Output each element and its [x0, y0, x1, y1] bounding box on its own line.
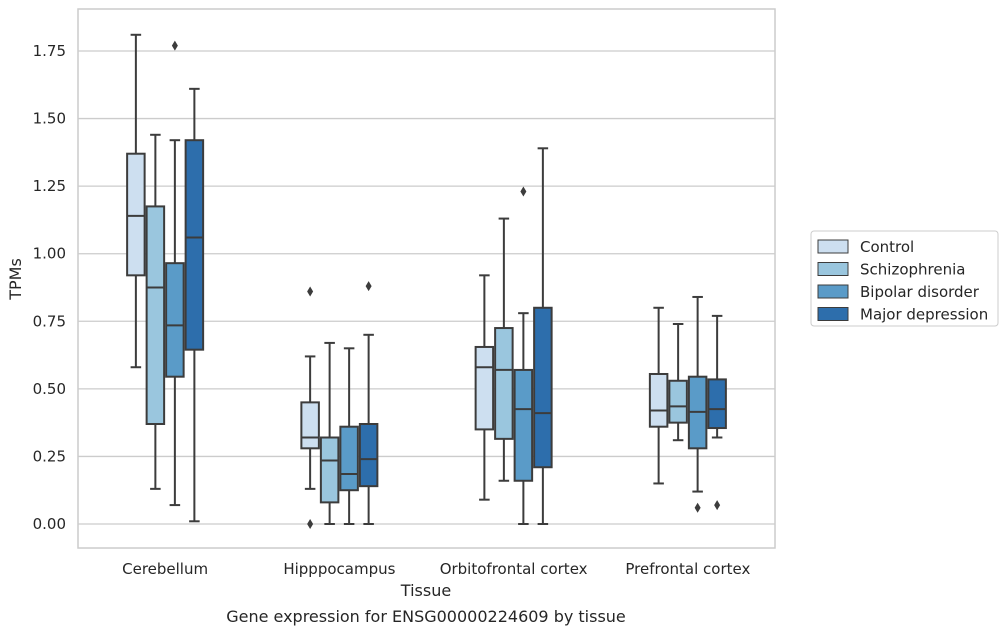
y-tick-label: 0.00 [33, 515, 66, 533]
box-iqr [648, 372, 669, 428]
box-major-depression [533, 147, 553, 525]
y-tick-label: 1.25 [33, 177, 66, 195]
box-iqr [474, 345, 495, 431]
legend-label: Major depression [860, 306, 988, 324]
box-major-depression [358, 281, 379, 525]
box-iqr [339, 425, 359, 492]
box-control [126, 33, 146, 369]
box-iqr [668, 379, 688, 424]
y-tick-label: 1.00 [33, 245, 66, 263]
y-tick-label: 0.25 [33, 447, 66, 465]
box-plots [126, 33, 727, 529]
box-iqr [707, 378, 727, 430]
box-control [300, 286, 320, 529]
box-iqr [165, 262, 185, 378]
box-schizophrenia [319, 341, 340, 525]
box-bipolar-disorder [339, 347, 359, 525]
legend: Control Schizophrenia Bipolar disorder Majo… [810, 230, 999, 327]
outlier-point [694, 502, 701, 513]
legend-label: Bipolar disorder [860, 283, 980, 301]
box-bipolar-disorder [687, 295, 708, 513]
box-control [648, 306, 669, 485]
outlier-point [171, 40, 178, 51]
y-tick-label: 0.50 [33, 380, 66, 398]
box-iqr [300, 401, 320, 450]
outlier-point [307, 519, 314, 529]
x-axis-label: Tissue [400, 581, 451, 600]
box-iqr [533, 306, 553, 469]
box-schizophrenia [145, 133, 166, 490]
box-bipolar-disorder [513, 186, 534, 525]
legend-frame [810, 230, 999, 327]
x-tick-label: Cerebellum [122, 560, 208, 578]
y-tick-labels: 0.00 0.25 0.50 0.75 1.00 1.25 1.50 1.75 [33, 42, 66, 533]
box-iqr [513, 368, 534, 482]
box-iqr [358, 422, 379, 488]
figure-caption: Gene expression for ENSG00000224609 by t… [226, 607, 626, 626]
outlier-point [365, 281, 372, 292]
outlier-point [307, 286, 314, 297]
legend-label: Schizophrenia [860, 261, 965, 279]
box-control [474, 274, 495, 501]
legend-swatch [817, 284, 849, 299]
box-iqr [494, 327, 514, 440]
box-schizophrenia [494, 217, 514, 482]
y-tick-label: 0.75 [33, 312, 66, 330]
legend-swatch [817, 262, 849, 276]
x-tick-labels: Cerebellum Hipppocampus Orbitofrontal cort… [122, 560, 750, 578]
legend-label: Control [860, 238, 914, 256]
x-tick-label: Prefrontal cortex [625, 560, 750, 578]
box-iqr [126, 152, 146, 277]
box-bipolar-disorder [165, 40, 185, 507]
box-iqr [319, 436, 340, 504]
y-tick-label: 1.75 [33, 42, 66, 60]
outlier-point [714, 500, 721, 511]
box-iqr [184, 139, 205, 351]
x-tick-label: Hipppocampus [283, 560, 395, 578]
box-schizophrenia [668, 322, 688, 442]
legend-swatch [817, 307, 849, 321]
y-tick-label: 1.50 [33, 110, 66, 128]
plot-frame [77, 8, 776, 549]
box-iqr [145, 205, 166, 425]
box-major-depression [707, 314, 727, 511]
y-axis-label: TPMs [6, 258, 25, 301]
outlier-point [520, 186, 527, 197]
x-tick-label: Orbitofrontal cortex [440, 560, 588, 578]
box-major-depression [184, 87, 205, 523]
legend-swatch [817, 239, 849, 254]
